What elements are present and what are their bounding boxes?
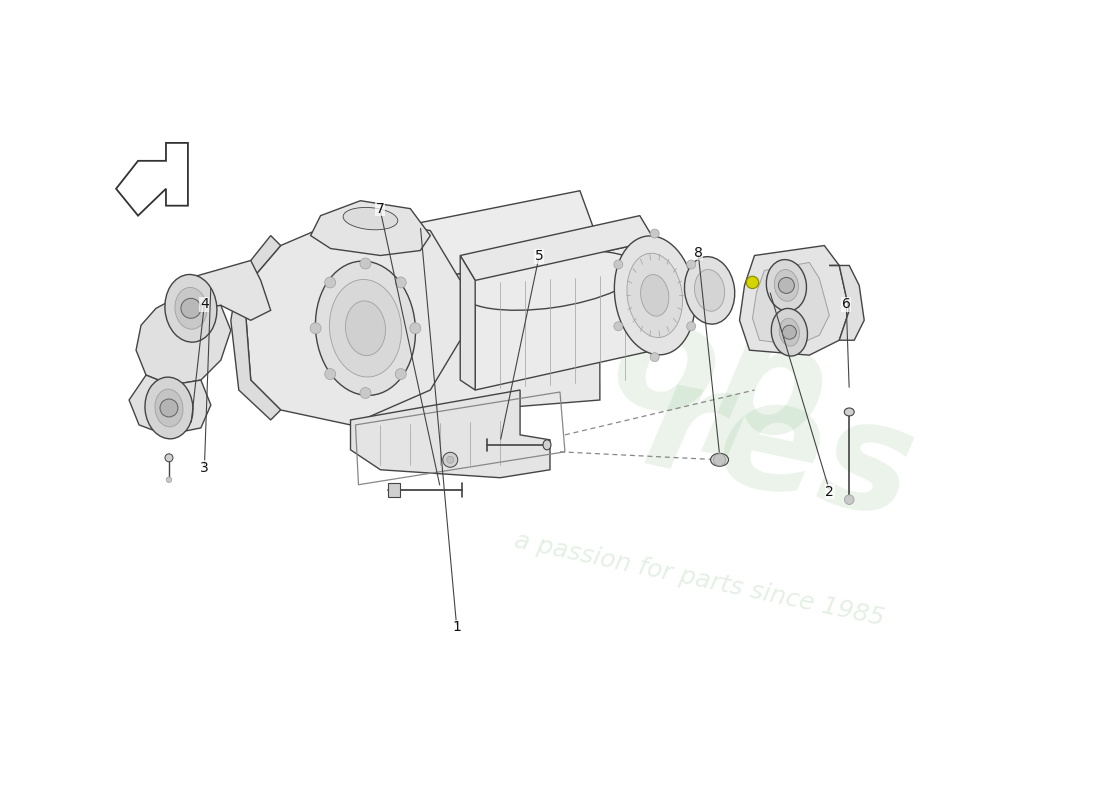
Polygon shape bbox=[351, 246, 600, 420]
Text: a passion for parts since 1985: a passion for parts since 1985 bbox=[513, 528, 887, 630]
Ellipse shape bbox=[543, 440, 551, 450]
Polygon shape bbox=[829, 266, 865, 340]
Ellipse shape bbox=[771, 309, 807, 356]
Polygon shape bbox=[136, 300, 231, 385]
Polygon shape bbox=[739, 246, 849, 355]
Polygon shape bbox=[351, 390, 550, 478]
Ellipse shape bbox=[343, 207, 398, 230]
Polygon shape bbox=[331, 241, 351, 420]
Circle shape bbox=[395, 277, 406, 288]
Polygon shape bbox=[129, 375, 211, 435]
Circle shape bbox=[746, 276, 759, 289]
Circle shape bbox=[310, 322, 321, 334]
Text: res: res bbox=[631, 349, 927, 550]
Polygon shape bbox=[231, 235, 280, 420]
Circle shape bbox=[714, 454, 726, 466]
Ellipse shape bbox=[845, 408, 855, 416]
Polygon shape bbox=[170, 261, 271, 320]
Circle shape bbox=[324, 277, 336, 288]
Text: 7: 7 bbox=[375, 202, 384, 216]
Circle shape bbox=[160, 399, 178, 417]
Circle shape bbox=[324, 369, 336, 379]
Circle shape bbox=[650, 229, 659, 238]
Ellipse shape bbox=[615, 236, 695, 355]
Polygon shape bbox=[475, 241, 654, 390]
Ellipse shape bbox=[165, 274, 217, 342]
Text: 3: 3 bbox=[200, 461, 209, 474]
Polygon shape bbox=[245, 216, 460, 425]
Circle shape bbox=[782, 326, 796, 339]
Ellipse shape bbox=[345, 301, 385, 356]
Polygon shape bbox=[331, 190, 600, 295]
Circle shape bbox=[180, 298, 201, 318]
Circle shape bbox=[650, 353, 659, 362]
Ellipse shape bbox=[316, 261, 416, 395]
Ellipse shape bbox=[155, 389, 183, 427]
Ellipse shape bbox=[767, 259, 806, 311]
Circle shape bbox=[614, 322, 623, 330]
Text: 8: 8 bbox=[694, 246, 703, 259]
Circle shape bbox=[395, 369, 406, 379]
Ellipse shape bbox=[774, 270, 799, 302]
Polygon shape bbox=[460, 216, 654, 281]
Text: 4: 4 bbox=[200, 298, 209, 311]
Polygon shape bbox=[752, 262, 829, 345]
Circle shape bbox=[360, 258, 371, 269]
Ellipse shape bbox=[711, 454, 728, 466]
Circle shape bbox=[165, 454, 173, 462]
Ellipse shape bbox=[627, 254, 682, 338]
Polygon shape bbox=[460, 255, 475, 390]
Text: europ: europ bbox=[319, 225, 842, 475]
Ellipse shape bbox=[175, 287, 207, 330]
Circle shape bbox=[686, 260, 695, 269]
Circle shape bbox=[410, 322, 421, 334]
Ellipse shape bbox=[694, 270, 725, 311]
Text: 1: 1 bbox=[452, 620, 461, 634]
Circle shape bbox=[447, 456, 453, 463]
Text: 5: 5 bbox=[535, 250, 543, 263]
Ellipse shape bbox=[779, 318, 800, 346]
Circle shape bbox=[779, 278, 794, 294]
Ellipse shape bbox=[329, 279, 402, 377]
Circle shape bbox=[686, 322, 695, 330]
Circle shape bbox=[614, 260, 623, 269]
Ellipse shape bbox=[145, 377, 192, 439]
Ellipse shape bbox=[684, 257, 735, 324]
Circle shape bbox=[443, 452, 458, 467]
Circle shape bbox=[360, 387, 371, 398]
Ellipse shape bbox=[640, 274, 669, 316]
Text: 2: 2 bbox=[825, 485, 834, 498]
Ellipse shape bbox=[461, 250, 639, 310]
Text: 6: 6 bbox=[842, 298, 850, 311]
Circle shape bbox=[845, 495, 854, 505]
Polygon shape bbox=[117, 143, 188, 216]
Circle shape bbox=[166, 477, 172, 482]
Polygon shape bbox=[310, 201, 430, 255]
Polygon shape bbox=[388, 482, 400, 497]
